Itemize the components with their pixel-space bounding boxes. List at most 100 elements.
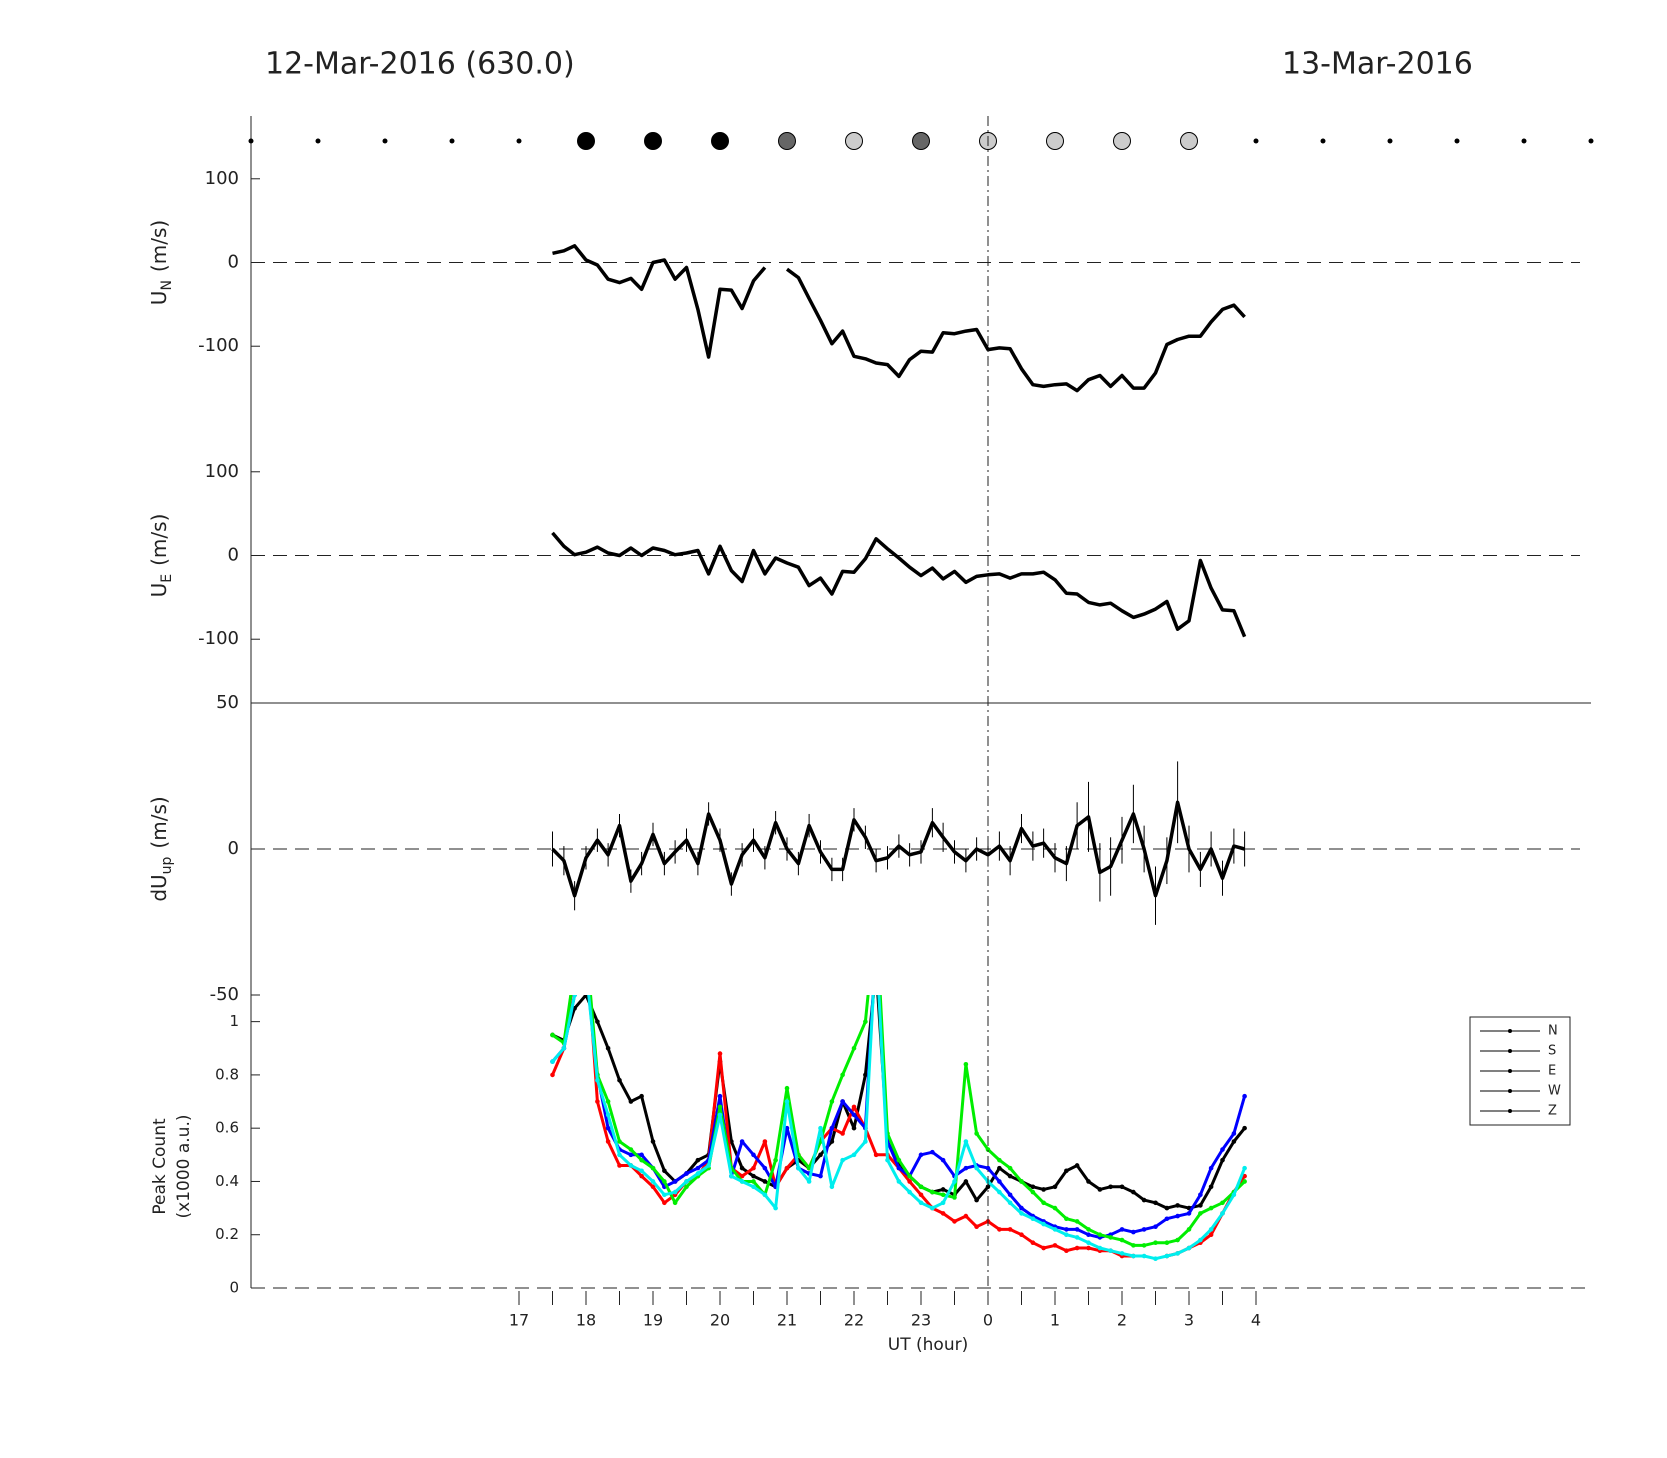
point	[784, 1125, 790, 1131]
legend-label: W	[1548, 1084, 1561, 1099]
point	[1208, 1184, 1214, 1190]
point	[851, 1125, 857, 1131]
point	[1164, 1216, 1170, 1222]
point	[963, 1179, 969, 1184]
point	[918, 1152, 924, 1158]
point	[717, 1051, 723, 1056]
point	[1242, 1173, 1247, 1179]
point	[662, 1168, 667, 1174]
point	[605, 1099, 611, 1104]
point	[695, 1157, 701, 1163]
point	[963, 1061, 969, 1067]
point	[1030, 1189, 1036, 1195]
point	[1242, 1165, 1247, 1171]
point	[1086, 1245, 1091, 1251]
point	[1220, 1147, 1225, 1152]
point	[583, 995, 589, 998]
point	[851, 1104, 857, 1110]
point	[874, 939, 879, 944]
point	[796, 1165, 801, 1171]
legend-label: S	[1548, 1044, 1556, 1059]
point	[605, 1125, 611, 1131]
point	[940, 1200, 946, 1206]
series-line	[552, 244, 1246, 393]
y-axis-label: UN (m/s)	[147, 220, 176, 305]
sky-marker	[1046, 132, 1064, 150]
y-label-unit: (m/s)	[147, 796, 171, 848]
point	[997, 1157, 1002, 1163]
x-tick-label: 20	[710, 1311, 730, 1330]
point	[829, 1139, 835, 1144]
point	[874, 966, 879, 971]
point	[1086, 1179, 1091, 1184]
legend-dot	[1508, 1069, 1512, 1073]
point	[974, 1131, 979, 1136]
point	[1064, 1248, 1069, 1254]
legend-label: Z	[1548, 1104, 1557, 1119]
point	[617, 1163, 622, 1168]
point	[1131, 1253, 1136, 1259]
point	[739, 1139, 745, 1144]
point	[1007, 1200, 1013, 1206]
y-tick-label: 50	[216, 692, 239, 713]
point	[863, 1019, 868, 1024]
point	[1153, 1224, 1158, 1230]
point	[952, 1219, 957, 1224]
point	[1074, 1245, 1080, 1251]
point	[1164, 1205, 1170, 1211]
x-tick-label: 17	[509, 1311, 529, 1330]
point	[672, 1189, 678, 1195]
y-axis-label: dUup (m/s)	[147, 796, 176, 901]
point	[695, 1165, 701, 1171]
point	[851, 1112, 857, 1118]
point	[550, 1032, 555, 1038]
point	[561, 1045, 567, 1051]
point	[650, 1139, 656, 1144]
point	[717, 1093, 723, 1099]
point	[1220, 1211, 1225, 1216]
point	[806, 1179, 812, 1184]
sky-marker	[1521, 138, 1527, 144]
point	[863, 1139, 868, 1144]
point	[784, 1099, 790, 1104]
point	[1019, 1205, 1024, 1211]
point	[1186, 1211, 1192, 1216]
point	[840, 1131, 845, 1136]
point	[818, 1152, 823, 1158]
point	[1041, 1245, 1046, 1251]
point	[874, 939, 879, 944]
point	[773, 1205, 778, 1211]
y-tick-label: 100	[205, 168, 239, 189]
series-line	[551, 995, 1246, 1258]
point	[1242, 1093, 1247, 1099]
point	[896, 1179, 902, 1184]
x-tick-label: 23	[911, 1311, 931, 1330]
sky-marker	[1454, 138, 1460, 144]
point	[918, 1192, 924, 1198]
point	[1131, 1229, 1136, 1235]
point	[840, 1099, 845, 1104]
point	[1153, 1200, 1158, 1206]
point	[617, 1077, 622, 1083]
y-tick-label: -50	[210, 984, 239, 1005]
point	[1242, 1125, 1247, 1131]
point	[896, 1165, 902, 1171]
x-tick-label: 0	[983, 1311, 993, 1330]
sky-marker	[315, 138, 321, 144]
point	[739, 1165, 745, 1171]
point	[952, 1195, 957, 1200]
point	[1131, 1189, 1136, 1195]
point	[840, 1157, 845, 1163]
point	[1030, 1240, 1036, 1246]
point	[751, 1165, 756, 1171]
y-label-sub: N	[159, 280, 175, 290]
x-tick-label: 22	[844, 1311, 864, 1330]
point	[840, 1072, 845, 1078]
point	[1041, 1187, 1046, 1192]
point	[896, 1157, 902, 1163]
point	[885, 1157, 890, 1163]
point	[1208, 1232, 1214, 1238]
point	[1119, 1227, 1125, 1232]
x-axis-label: UT (hour)	[888, 1335, 968, 1355]
point	[952, 1179, 957, 1184]
